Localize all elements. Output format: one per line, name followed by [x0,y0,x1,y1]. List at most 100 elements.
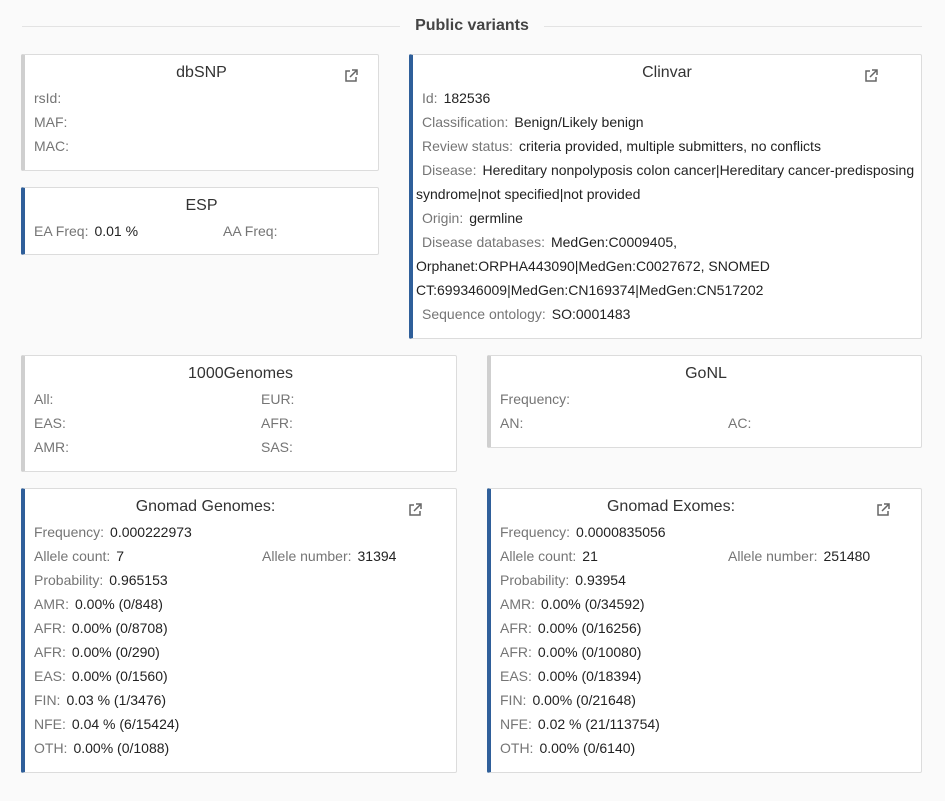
clinvar-card: Clinvar Id: 182536 Classification: Benign/… [409,54,922,339]
gg-frequency-row: Frequency: 0.000222973 [34,520,452,544]
gg-pop-value: 0.04 % (6/15424) [71,716,180,732]
ge-allele-number-label: Allele number: [728,548,818,564]
clinvar-disease-label: Disease: [422,162,477,178]
external-link-icon[interactable] [407,502,423,518]
ge-pop-label: AFR: [500,644,532,660]
clinvar-review-label: Review status: [422,138,514,154]
ge-pop-row: EAS: 0.00% (0/18394) [500,664,917,688]
dbsnp-row: MAF: [34,110,374,134]
ge-probability-label: Probability: [500,572,570,588]
clinvar-databases-row: Disease databases: MedGen:C0009405, Orpha… [416,230,917,302]
clinvar-origin-row: Origin: germline [422,206,917,230]
external-link-icon[interactable] [875,502,891,518]
section-header: Public variants [22,14,922,40]
ge-probability-row: Probability: 0.93954 [500,568,917,592]
tg-eas-label: EAS: [34,415,66,431]
clinvar-review-value: criteria provided, multiple submitters, … [519,138,821,154]
gg-probability-value: 0.965153 [109,572,168,588]
ge-frequency-row: Frequency: 0.0000835056 [500,520,917,544]
gnomad-genomes-title: Gnomad Genomes: [135,498,276,515]
ge-pop-row: FIN: 0.00% (0/21648) [500,688,917,712]
ge-pop-value: 0.00% (0/16256) [537,620,642,636]
clinvar-classification-label: Classification: [422,114,509,130]
ge-pop-row: AFR: 0.00% (0/16256) [500,616,917,640]
gg-pop-label: OTH: [34,740,68,756]
clinvar-ontology-value: SO:0001483 [551,306,631,322]
esp-card: ESP EA Freq: 0.01 % AA Freq: [21,187,379,255]
gg-pop-value: 0.00% (0/290) [71,644,160,660]
ge-probability-value: 0.93954 [575,572,626,588]
gg-pop-value: 0.00% (0/848) [75,596,163,612]
ge-pop-label: OTH: [500,740,534,756]
gg-pop-label: AFR: [34,620,66,636]
tg-sas-label: SAS: [261,439,293,455]
ge-pop-row: AFR: 0.00% (0/10080) [500,640,917,664]
gonl-ac-label: AC: [728,415,752,431]
clinvar-disease-row: Disease: Hereditary nonpolyposis colon ca… [416,158,917,206]
ge-pop-value: 0.00% (0/10080) [537,644,642,660]
ge-pop-value: 0.02 % (21/113754) [537,716,660,732]
clinvar-origin-label: Origin: [422,210,464,226]
section-title: Public variants [415,17,529,34]
gg-pop-label: AFR: [34,644,66,660]
gg-probability-row: Probability: 0.965153 [34,568,452,592]
clinvar-classification-value: Benign/Likely benign [514,114,644,130]
gg-pop-value: 0.00% (0/1560) [71,668,168,684]
gg-pop-label: NFE: [34,716,66,732]
clinvar-id-label: Id: [422,90,438,106]
clinvar-id-row: Id: 182536 [422,86,917,110]
external-link-icon[interactable] [343,68,359,84]
dbsnp-row: rsId: [34,86,374,110]
ge-allele-count-label: Allele count: [500,548,577,564]
esp-aa-label: AA Freq: [223,223,278,239]
clinvar-ontology-label: Sequence ontology: [422,306,546,322]
gg-allele-count-value: 7 [116,548,125,564]
gg-pop-row: AMR: 0.00% (0/848) [34,592,452,616]
gg-pop-label: EAS: [34,668,66,684]
ge-pop-label: AFR: [500,620,532,636]
gg-allele-number-label: Allele number: [262,548,352,564]
gg-pop-value: 0.00% (0/8708) [71,620,168,636]
ge-pop-row: OTH: 0.00% (0/6140) [500,736,917,760]
gonl-frequency-label: Frequency: [500,391,571,407]
gnomad-exomes-card: Gnomad Exomes: Frequency: 0.0000835056 Al… [487,488,922,773]
thousand-genomes-title: 1000Genomes [188,365,293,382]
gonl-an-label: AN: [500,415,524,431]
dbsnp-mac-label: MAC: [34,138,69,154]
gg-pop-row: NFE: 0.04 % (6/15424) [34,712,452,736]
gnomad-genomes-card: Gnomad Genomes: Frequency: 0.000222973 Al… [21,488,457,773]
ge-allele-count-value: 21 [582,548,598,564]
clinvar-databases-value: MedGen:C0009405, Orphanet:ORPHA443090|Me… [416,234,770,298]
tg-all-label: All: [34,391,54,407]
esp-ea-value: 0.01 % [94,223,139,239]
tg-eur-label: EUR: [261,391,295,407]
ge-allele-row: Allele count: 21 Allele number: 251480 [500,544,917,568]
gg-pop-label: FIN: [34,692,61,708]
ge-pop-value: 0.00% (0/18394) [537,668,642,684]
gg-pop-row: OTH: 0.00% (0/1088) [34,736,452,760]
thousand-genomes-row: AMR: SAS: [34,435,452,459]
clinvar-origin-value: germline [469,210,523,226]
ge-pop-value: 0.00% (0/21648) [532,692,636,708]
ge-pop-row: NFE: 0.02 % (21/113754) [500,712,917,736]
ge-allele-number-value: 251480 [823,548,871,564]
esp-title: ESP [185,197,218,214]
tg-amr-label: AMR: [34,439,69,455]
gonl-card: GoNL Frequency: AN: AC: [487,355,922,448]
ge-pop-label: NFE: [500,716,532,732]
gg-pop-value: 0.03 % (1/3476) [66,692,167,708]
clinvar-classification-row: Classification: Benign/Likely benign [422,110,917,134]
thousand-genomes-row: EAS: AFR: [34,411,452,435]
esp-row: EA Freq: 0.01 % AA Freq: [34,219,374,243]
external-link-icon[interactable] [863,68,879,84]
clinvar-ontology-row: Sequence ontology: SO:0001483 [422,302,917,326]
gg-pop-row: AFR: 0.00% (0/290) [34,640,452,664]
gg-pop-label: AMR: [34,596,69,612]
clinvar-databases-label: Disease databases: [422,234,545,250]
ge-pop-value: 0.00% (0/34592) [541,596,645,612]
clinvar-review-row: Review status: criteria provided, multipl… [422,134,917,158]
ge-pop-label: FIN: [500,692,527,708]
ge-frequency-label: Frequency: [500,524,571,540]
clinvar-id-value[interactable]: 182536 [443,90,491,106]
gg-pop-row: EAS: 0.00% (0/1560) [34,664,452,688]
